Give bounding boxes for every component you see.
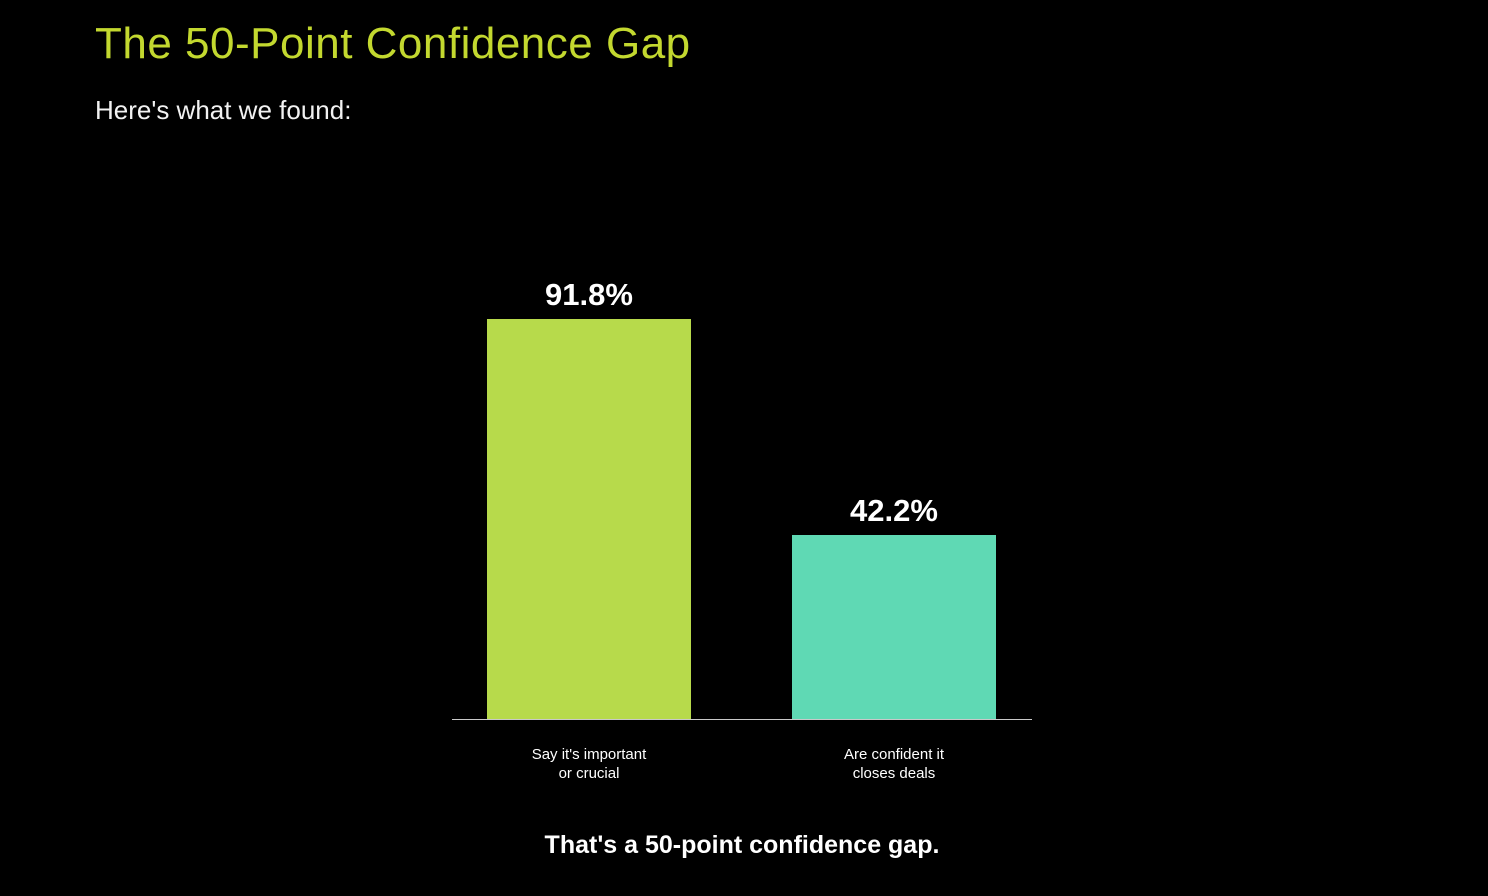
bar-important — [487, 319, 691, 719]
bar-value-label-important: 91.8% — [545, 277, 633, 312]
bar-value-label-confident: 42.2% — [850, 493, 938, 528]
bar-group-confident: 42.2% — [792, 493, 996, 719]
bar-chart: 91.8% 42.2% Say it's important or crucia… — [452, 276, 1032, 860]
category-label-confident: Are confident it closes deals — [843, 746, 945, 783]
category-label-important: Say it's important or crucial — [531, 746, 647, 783]
bar-confident — [792, 535, 996, 719]
bar-group-important: 91.8% — [487, 277, 691, 719]
subtitle: Here's what we found: — [95, 95, 352, 125]
chart-caption: That's a 50-point confidence gap. — [544, 831, 940, 860]
chart-plot-area: 91.8% 42.2% — [452, 276, 1032, 720]
page-title: The 50-Point Confidence Gap — [95, 19, 691, 68]
chart-category-labels: Say it's important or crucial Are confid… — [452, 745, 1032, 783]
